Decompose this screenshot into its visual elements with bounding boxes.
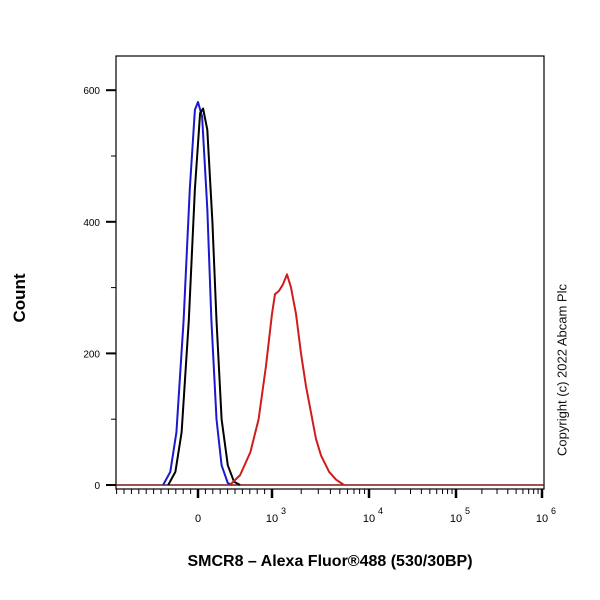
histogram-series-0 (162, 101, 233, 486)
x-tick-exponent: 4 (378, 506, 383, 516)
y-tick-label: 200 (83, 349, 100, 360)
x-tick-label: 10 (450, 513, 462, 525)
histogram-series-2 (229, 273, 345, 486)
y-axis-label: Count (10, 273, 29, 323)
x-axis-label: SMCR8 – Alexa Fluor®488 (530/30BP) (187, 553, 473, 570)
plot-frame (115, 55, 545, 490)
x-tick-label: 10 (536, 513, 548, 525)
x-tick-label: 10 (266, 513, 278, 525)
y-tick-label: 600 (83, 86, 100, 97)
y-tick-label: 400 (83, 218, 100, 229)
x-tick-exponent: 3 (281, 506, 286, 516)
x-tick-label: 0 (195, 513, 201, 525)
copyright-text: Copyright (c) 2022 Abcam Plc (554, 284, 570, 456)
histogram-series-1 (167, 107, 241, 486)
y-tick-label: 0 (94, 481, 100, 492)
x-tick-exponent: 6 (551, 506, 556, 516)
x-tick-exponent: 5 (465, 506, 470, 516)
x-tick-label: 10 (363, 513, 375, 525)
